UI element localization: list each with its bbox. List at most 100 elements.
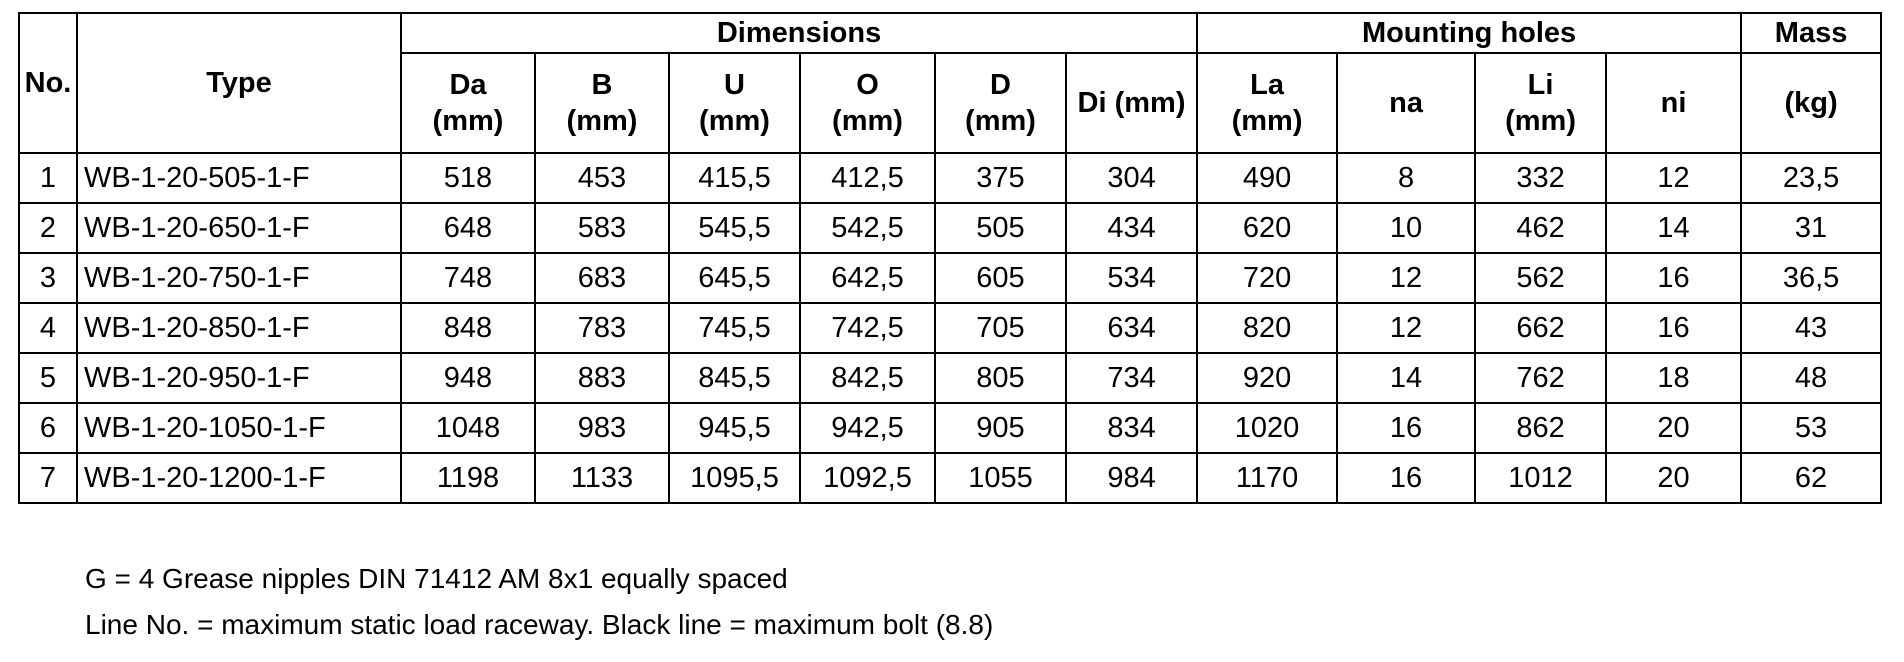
table-cell-li: 562: [1474, 252, 1608, 304]
table-row: 4 WB-1-20-850-1-F 848 783 745,5 742,5 705 634 82…: [18, 302, 1883, 354]
table-cell-o: 742,5: [799, 302, 936, 354]
table-cell-na: 14: [1336, 352, 1477, 404]
table-cell-o: 942,5: [799, 402, 936, 454]
table-cell-b: 783: [534, 302, 670, 354]
table-cell-u: 945,5: [668, 402, 801, 454]
table-cell-u: 845,5: [668, 352, 801, 404]
table-cell-na: 12: [1336, 252, 1477, 304]
table-cell-d: 505: [934, 202, 1067, 254]
table-cell-di: 534: [1064, 252, 1199, 304]
table-cell-di: 734: [1064, 352, 1199, 404]
table-cell-type: WB-1-20-505-1-F: [76, 152, 402, 204]
table-cell-o: 1092,5: [799, 452, 936, 504]
table-cell-di: 434: [1064, 202, 1199, 254]
table-cell-di: 304: [1064, 152, 1199, 204]
table-cell-ni: 20: [1605, 452, 1743, 504]
table-cell-la: 1020: [1196, 402, 1339, 454]
table-cell-d: 805: [934, 352, 1067, 404]
table-cell-kg: 43: [1740, 302, 1883, 354]
table-cell-u: 745,5: [668, 302, 801, 354]
group-header-mounting-holes: Mounting holes: [1196, 12, 1743, 54]
table-row: 1 WB-1-20-505-1-F 518 453 415,5 412,5 375 304 49…: [18, 152, 1883, 204]
table-cell-no: 4: [18, 302, 78, 354]
table-cell-li: 1012: [1474, 452, 1608, 504]
table-cell-u: 645,5: [668, 252, 801, 304]
table-cell-no: 7: [18, 452, 78, 504]
table-cell-type: WB-1-20-750-1-F: [76, 252, 402, 304]
column-header-d: D (mm): [934, 52, 1067, 154]
table-cell-la: 620: [1196, 202, 1339, 254]
table-cell-b: 983: [534, 402, 670, 454]
column-header-li: Li (mm): [1474, 52, 1608, 154]
table-cell-no: 5: [18, 352, 78, 404]
table-cell-li: 462: [1474, 202, 1608, 254]
table-cell-no: 6: [18, 402, 78, 454]
table-cell-da: 848: [400, 302, 536, 354]
table-cell-o: 542,5: [799, 202, 936, 254]
table-cell-no: 3: [18, 252, 78, 304]
table-cell-no: 2: [18, 202, 78, 254]
table-cell-kg: 48: [1740, 352, 1883, 404]
table-cell-la: 1170: [1196, 452, 1339, 504]
table-body: 1 WB-1-20-505-1-F 518 453 415,5 412,5 375 304 49…: [18, 152, 1883, 504]
table-cell-na: 8: [1336, 152, 1477, 204]
table-cell-u: 545,5: [668, 202, 801, 254]
table-row: 3 WB-1-20-750-1-F 748 683 645,5 642,5 605 534 72…: [18, 252, 1883, 304]
table-cell-type: WB-1-20-950-1-F: [76, 352, 402, 404]
table-cell-type: WB-1-20-650-1-F: [76, 202, 402, 254]
table-cell-o: 412,5: [799, 152, 936, 204]
table-cell-la: 720: [1196, 252, 1339, 304]
table-header: No. Type Dimensions Mounting holes Mass …: [18, 12, 1883, 154]
table-cell-u: 1095,5: [668, 452, 801, 504]
table-cell-ni: 20: [1605, 402, 1743, 454]
table-cell-b: 683: [534, 252, 670, 304]
column-header-da: Da (mm): [400, 52, 536, 154]
table-cell-u: 415,5: [668, 152, 801, 204]
table-cell-o: 642,5: [799, 252, 936, 304]
table-cell-type: WB-1-20-850-1-F: [76, 302, 402, 354]
column-header-na: na: [1336, 52, 1477, 154]
table-cell-b: 453: [534, 152, 670, 204]
group-header-dimensions: Dimensions: [399, 12, 1199, 54]
table-cell-li: 762: [1474, 352, 1608, 404]
table-cell-la: 820: [1196, 302, 1339, 354]
table-cell-ni: 12: [1605, 152, 1743, 204]
table-cell-li: 662: [1474, 302, 1608, 354]
table-cell-da: 648: [400, 202, 536, 254]
table-cell-li: 332: [1474, 152, 1608, 204]
table-cell-da: 948: [400, 352, 536, 404]
column-header-no: No.: [18, 12, 78, 154]
table-cell-da: 1198: [400, 452, 536, 504]
table-cell-type: WB-1-20-1050-1-F: [76, 402, 402, 454]
table-cell-kg: 36,5: [1740, 252, 1883, 304]
column-header-o: O (mm): [799, 52, 936, 154]
table-cell-da: 748: [400, 252, 536, 304]
table-cell-ni: 16: [1605, 252, 1743, 304]
table-cell-di: 984: [1064, 452, 1199, 504]
table-cell-ni: 16: [1605, 302, 1743, 354]
table-cell-kg: 53: [1740, 402, 1883, 454]
table-cell-b: 1133: [534, 452, 670, 504]
table-cell-d: 705: [934, 302, 1067, 354]
table-cell-da: 1048: [400, 402, 536, 454]
column-header-kg: (kg): [1740, 52, 1883, 154]
table-cell-d: 1055: [934, 452, 1067, 504]
table-cell-kg: 23,5: [1740, 152, 1883, 204]
table-cell-d: 375: [934, 152, 1067, 204]
table-row: 6 WB-1-20-1050-1-F 1048 983 945,5 942,5 905 834…: [18, 402, 1883, 454]
table-cell-type: WB-1-20-1200-1-F: [76, 452, 402, 504]
table-cell-di: 834: [1064, 402, 1199, 454]
table-cell-di: 634: [1064, 302, 1199, 354]
table-cell-na: 10: [1336, 202, 1477, 254]
table-row: 2 WB-1-20-650-1-F 648 583 545,5 542,5 505 434 62…: [18, 202, 1883, 254]
table-cell-d: 605: [934, 252, 1067, 304]
table-cell-la: 920: [1196, 352, 1339, 404]
table-cell-kg: 31: [1740, 202, 1883, 254]
table-cell-li: 862: [1474, 402, 1608, 454]
table-row: 7 WB-1-20-1200-1-F 1198 1133 1095,5 1092,5 105…: [18, 452, 1883, 504]
table-cell-no: 1: [18, 152, 78, 204]
table-cell-la: 490: [1196, 152, 1339, 204]
table-cell-ni: 18: [1605, 352, 1743, 404]
table-cell-d: 905: [934, 402, 1067, 454]
